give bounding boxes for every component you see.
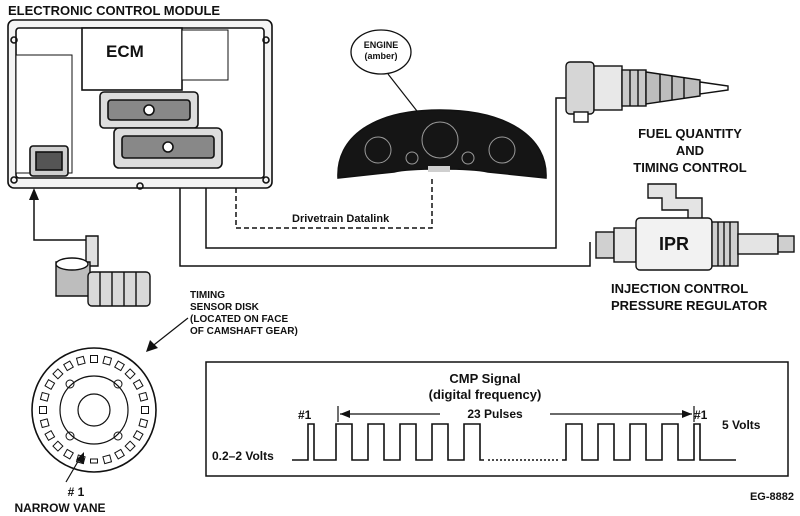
figure-id: EG-8882	[750, 491, 794, 503]
vane-slot	[102, 355, 113, 366]
ecm-module	[7, 19, 273, 190]
vane-label-line1: # 1	[68, 485, 85, 499]
vane-slot	[52, 440, 64, 452]
cmp-sensor	[55, 235, 151, 307]
engine-lamp-line1: ENGINE	[364, 40, 399, 50]
vane-slot	[102, 454, 113, 465]
vane-slot	[39, 391, 50, 402]
fuel-label-line2: AND	[676, 143, 704, 158]
ipr-valve	[595, 183, 795, 271]
ecm-label: ECM	[106, 42, 144, 61]
dimension-arrow-right-icon	[682, 410, 692, 418]
disk-label-line4: OF CAMSHAFT GEAR)	[190, 326, 298, 337]
ipr-label: IPR	[659, 234, 689, 254]
vane-slot	[63, 360, 74, 372]
pulse-count-label: 23 Pulses	[467, 407, 523, 421]
vane-label-line2: NARROW VANE	[14, 501, 105, 515]
ecm-module-title: ELECTRONIC CONTROL MODULE	[8, 3, 220, 18]
fuel-injector	[565, 61, 729, 123]
sensor-arrow-icon	[29, 188, 39, 200]
cmp-waveform	[292, 423, 736, 461]
engine-lamp-callout	[350, 29, 412, 75]
vane-slot	[39, 406, 47, 414]
vane-slot	[132, 379, 144, 390]
vane-slot	[138, 391, 149, 402]
vane-slot	[39, 418, 50, 429]
ipr-label-line1: INJECTION CONTROL	[611, 281, 748, 296]
vane-slot	[52, 368, 64, 380]
ipr-label-line2: PRESSURE REGULATOR	[611, 298, 768, 313]
low-level-label: 0.2–2 Volts	[212, 449, 274, 463]
engine-lamp-line2: (amber)	[364, 51, 397, 61]
vane-slot	[90, 355, 98, 363]
cluster-gauges	[364, 121, 516, 172]
first-pulse-label: #1	[298, 408, 312, 422]
vane-slot	[63, 448, 74, 460]
disk-label-line3: (LOCATED ON FACE	[190, 314, 288, 325]
disk-vane-slots	[39, 355, 149, 465]
vane-slot	[114, 360, 125, 372]
fuel-label-line3: TIMING CONTROL	[633, 160, 746, 175]
dimension-arrow-left-icon	[340, 410, 350, 418]
disk-label-line1: TIMING	[190, 290, 225, 301]
disk-pointer-arrow-icon	[146, 340, 158, 352]
cmp-signal-box	[205, 361, 789, 477]
vane-slot	[141, 406, 149, 414]
timing-sensor-disk	[31, 347, 157, 473]
last-pulse-label: #1	[694, 408, 708, 422]
vane-slot	[44, 430, 56, 441]
narrow-vane-slot	[90, 458, 98, 464]
high-level-label: 5 Volts	[722, 418, 761, 432]
vane-slot	[124, 440, 136, 452]
disk-label-line2: SENSOR DISK	[190, 302, 260, 313]
vane-slot	[124, 368, 136, 380]
cmp-signal-title: CMP Signal	[449, 371, 520, 386]
vane-slot	[132, 430, 144, 441]
vane-slot	[44, 379, 56, 390]
vane-slot	[138, 418, 149, 429]
fuel-label-line1: FUEL QUANTITY	[638, 126, 742, 141]
vane-slot	[75, 355, 86, 366]
pulse-count-dimension	[337, 406, 695, 422]
vane-pointer-arrow-icon	[76, 452, 84, 464]
cmp-signal-subtitle: (digital frequency)	[429, 387, 542, 402]
vane-slot	[114, 448, 125, 460]
datalink-label: Drivetrain Datalink	[292, 213, 390, 225]
